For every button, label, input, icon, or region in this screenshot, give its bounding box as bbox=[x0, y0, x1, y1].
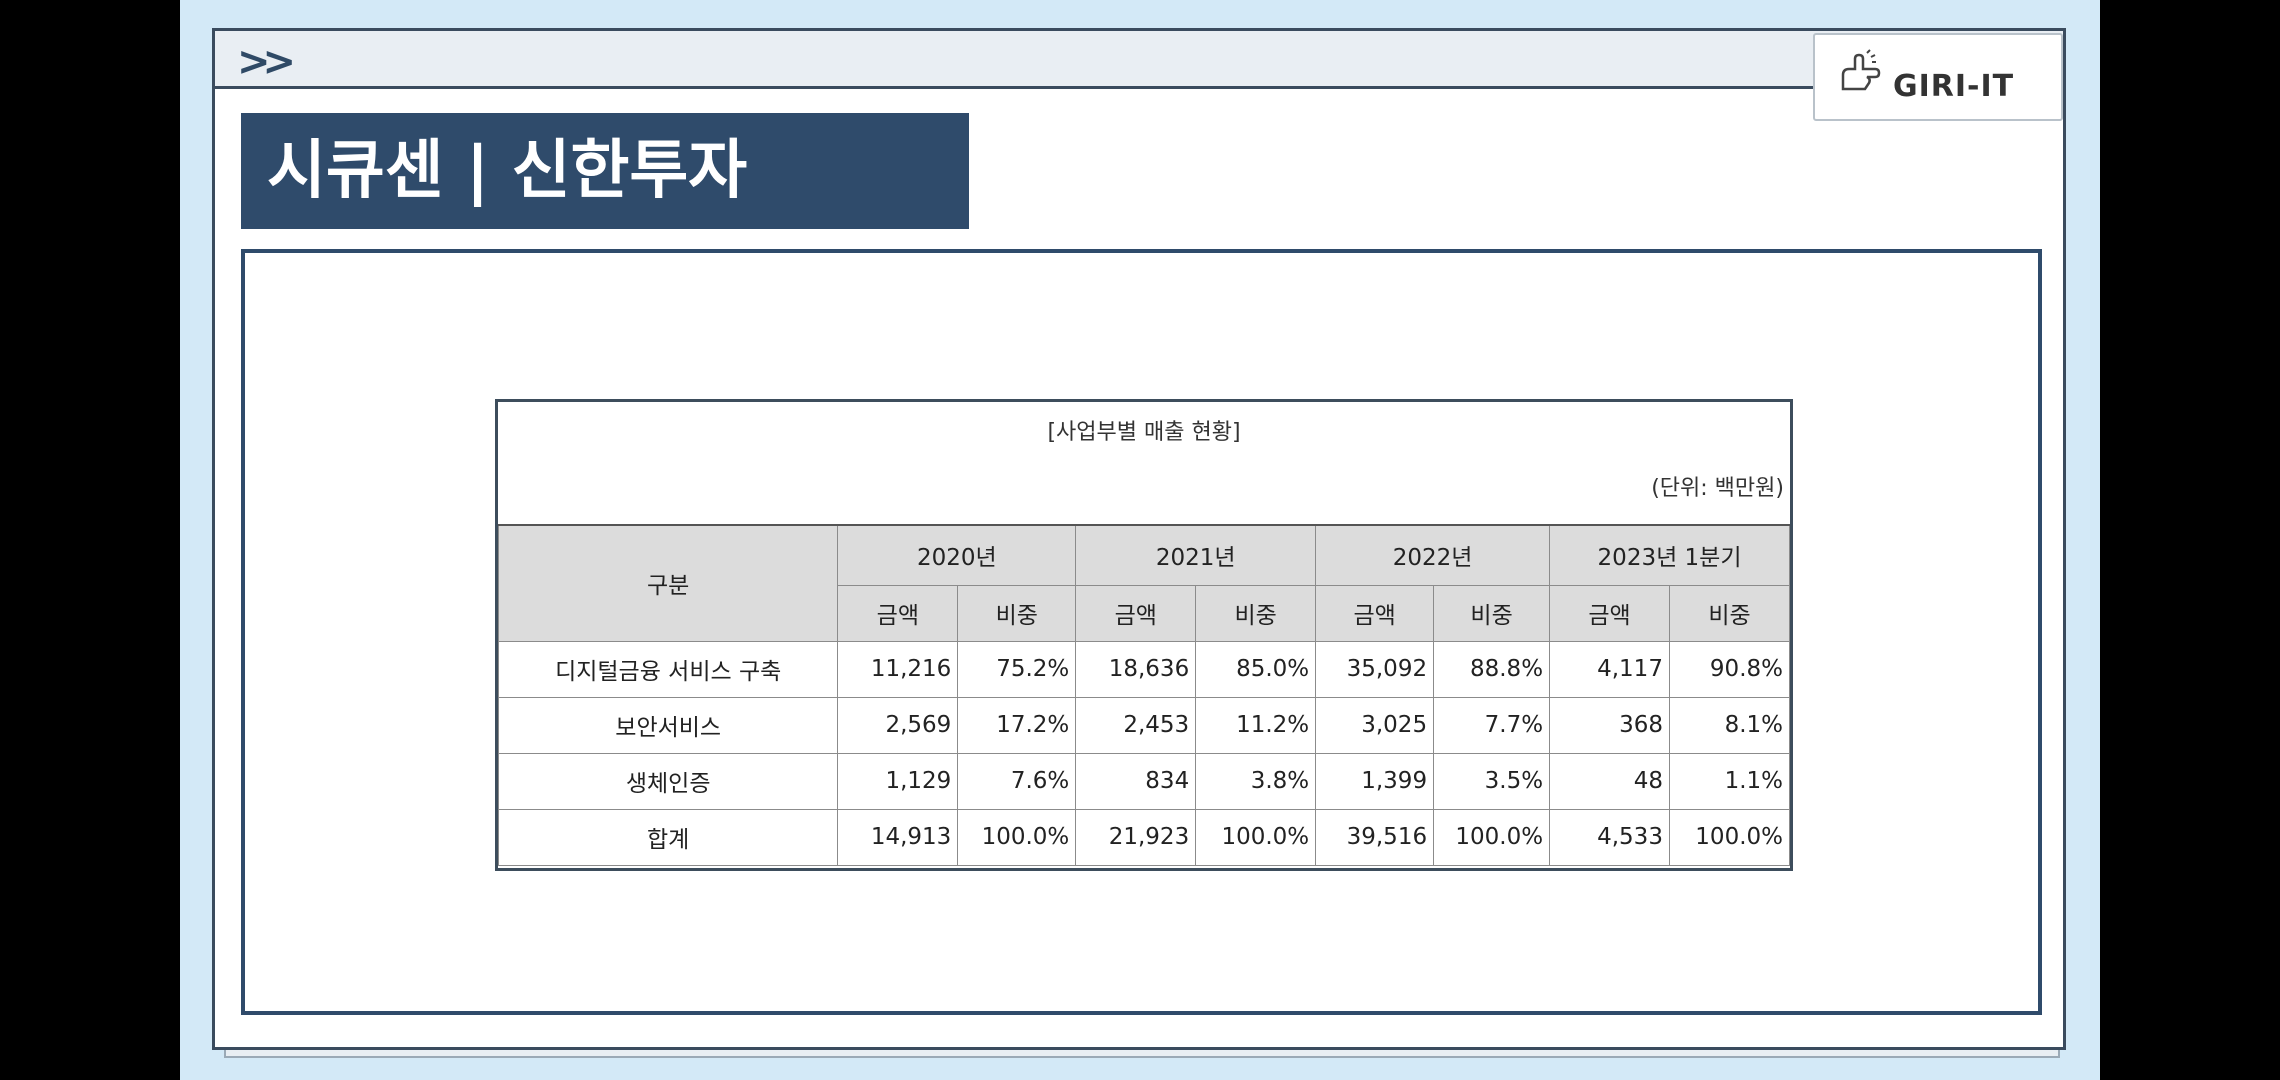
row-label: 디지털금융 서비스 구축 bbox=[497, 640, 839, 698]
amount-cell: 4,117 bbox=[1549, 640, 1670, 698]
ratio-cell: 85.0% bbox=[1195, 640, 1317, 698]
window-titlebar: >> ✖ bbox=[215, 31, 2063, 89]
sub-header-amount: 금액 bbox=[1549, 584, 1670, 642]
amount-cell: 2,453 bbox=[1075, 696, 1197, 754]
table-unit: (단위: 백만원) bbox=[1651, 476, 1784, 501]
content-panel: [사업부별 매출 현황] (단위: 백만원) 구분 2020년 2021년 bbox=[241, 249, 2042, 1015]
ratio-cell: 90.8% bbox=[1668, 640, 1791, 698]
ratio-cell: 17.2% bbox=[957, 696, 1077, 754]
year-header: 2023년 1분기 bbox=[1549, 524, 1790, 586]
window-shadow bbox=[224, 1048, 2060, 1058]
amount-cell: 1,129 bbox=[837, 752, 959, 810]
year-header: 2020년 bbox=[837, 524, 1077, 586]
sub-header-ratio: 비중 bbox=[1668, 584, 1791, 642]
ratio-cell: 100.0% bbox=[1433, 808, 1551, 866]
table-row: 보안서비스 2,569 17.2% 2,453 11.2% 3,025 7.7% 368 8.1… bbox=[497, 696, 1791, 754]
year-header: 2022년 bbox=[1315, 524, 1551, 586]
amount-cell: 18,636 bbox=[1075, 640, 1197, 698]
amount-cell: 2,569 bbox=[837, 696, 959, 754]
ratio-cell: 88.8% bbox=[1433, 640, 1551, 698]
amount-cell: 35,092 bbox=[1315, 640, 1435, 698]
table-row: 합계 14,913 100.0% 21,923 100.0% 39,516 100.0% 4,… bbox=[497, 808, 1791, 866]
slide-window: >> ✖ GIRI-IT 시큐센 | 신한투자 [사업부별 매출 현황] (단위… bbox=[212, 28, 2066, 1050]
revenue-table: 구분 2020년 2021년 2022년 2023년 1분기 금액 비중 금액 … bbox=[497, 524, 1791, 866]
table-header-row-years: 구분 2020년 2021년 2022년 2023년 1분기 bbox=[497, 524, 1790, 642]
ratio-cell: 75.2% bbox=[957, 640, 1077, 698]
ratio-cell: 11.2% bbox=[1195, 696, 1317, 754]
ratio-cell: 100.0% bbox=[1668, 808, 1791, 866]
slide-background: >> ✖ GIRI-IT 시큐센 | 신한투자 [사업부별 매출 현황] (단위… bbox=[180, 0, 2100, 1080]
year-header: 2021년 bbox=[1075, 524, 1317, 586]
row-label: 합계 bbox=[497, 808, 839, 866]
row-label: 생체인증 bbox=[497, 752, 839, 810]
sub-header-ratio: 비중 bbox=[1195, 584, 1317, 642]
sub-header-ratio: 비중 bbox=[957, 584, 1077, 642]
giri-it-logo: GIRI-IT bbox=[1813, 33, 2063, 121]
ratio-cell: 7.7% bbox=[1433, 696, 1551, 754]
table-caption: [사업부별 매출 현황] bbox=[1047, 420, 1241, 445]
ratio-cell: 1.1% bbox=[1668, 752, 1791, 810]
revenue-table-box: [사업부별 매출 현황] (단위: 백만원) 구분 2020년 2021년 bbox=[495, 399, 1793, 871]
sub-header-amount: 금액 bbox=[1075, 584, 1197, 642]
amount-cell: 11,216 bbox=[837, 640, 959, 698]
table-header-row-sub: 금액 비중 금액 비중 금액 비중 금액 비중 bbox=[499, 584, 1791, 642]
amount-cell: 48 bbox=[1549, 752, 1670, 810]
ratio-cell: 3.8% bbox=[1195, 752, 1317, 810]
amount-cell: 4,533 bbox=[1549, 808, 1670, 866]
table-row: 생체인증 1,129 7.6% 834 3.8% 1,399 3.5% 48 1.1% bbox=[497, 752, 1791, 810]
sub-header-ratio: 비중 bbox=[1433, 584, 1551, 642]
sub-header-amount: 금액 bbox=[1315, 584, 1435, 642]
amount-cell: 1,399 bbox=[1315, 752, 1435, 810]
amount-cell: 14,913 bbox=[837, 808, 959, 866]
row-label: 보안서비스 bbox=[497, 696, 839, 754]
slide-heading: 시큐센 | 신한투자 bbox=[241, 113, 969, 229]
ratio-cell: 3.5% bbox=[1433, 752, 1551, 810]
table-row: 디지털금융 서비스 구축 11,216 75.2% 18,636 85.0% 35,092… bbox=[497, 640, 1791, 698]
table-body: 디지털금융 서비스 구축 11,216 75.2% 18,636 85.0% 35,092… bbox=[497, 640, 1791, 866]
corner-header: 구분 bbox=[497, 524, 839, 642]
amount-cell: 368 bbox=[1549, 696, 1670, 754]
logo-text: GIRI-IT bbox=[1893, 69, 2015, 104]
sub-header-amount: 금액 bbox=[837, 584, 959, 642]
ratio-cell: 8.1% bbox=[1668, 696, 1791, 754]
amount-cell: 39,516 bbox=[1315, 808, 1435, 866]
double-chevron-right-icon: >> bbox=[237, 39, 296, 85]
hand-pointing-icon bbox=[1841, 49, 1881, 91]
amount-cell: 3,025 bbox=[1315, 696, 1435, 754]
ratio-cell: 7.6% bbox=[957, 752, 1077, 810]
amount-cell: 21,923 bbox=[1075, 808, 1197, 866]
amount-cell: 834 bbox=[1075, 752, 1197, 810]
ratio-cell: 100.0% bbox=[957, 808, 1077, 866]
ratio-cell: 100.0% bbox=[1195, 808, 1317, 866]
